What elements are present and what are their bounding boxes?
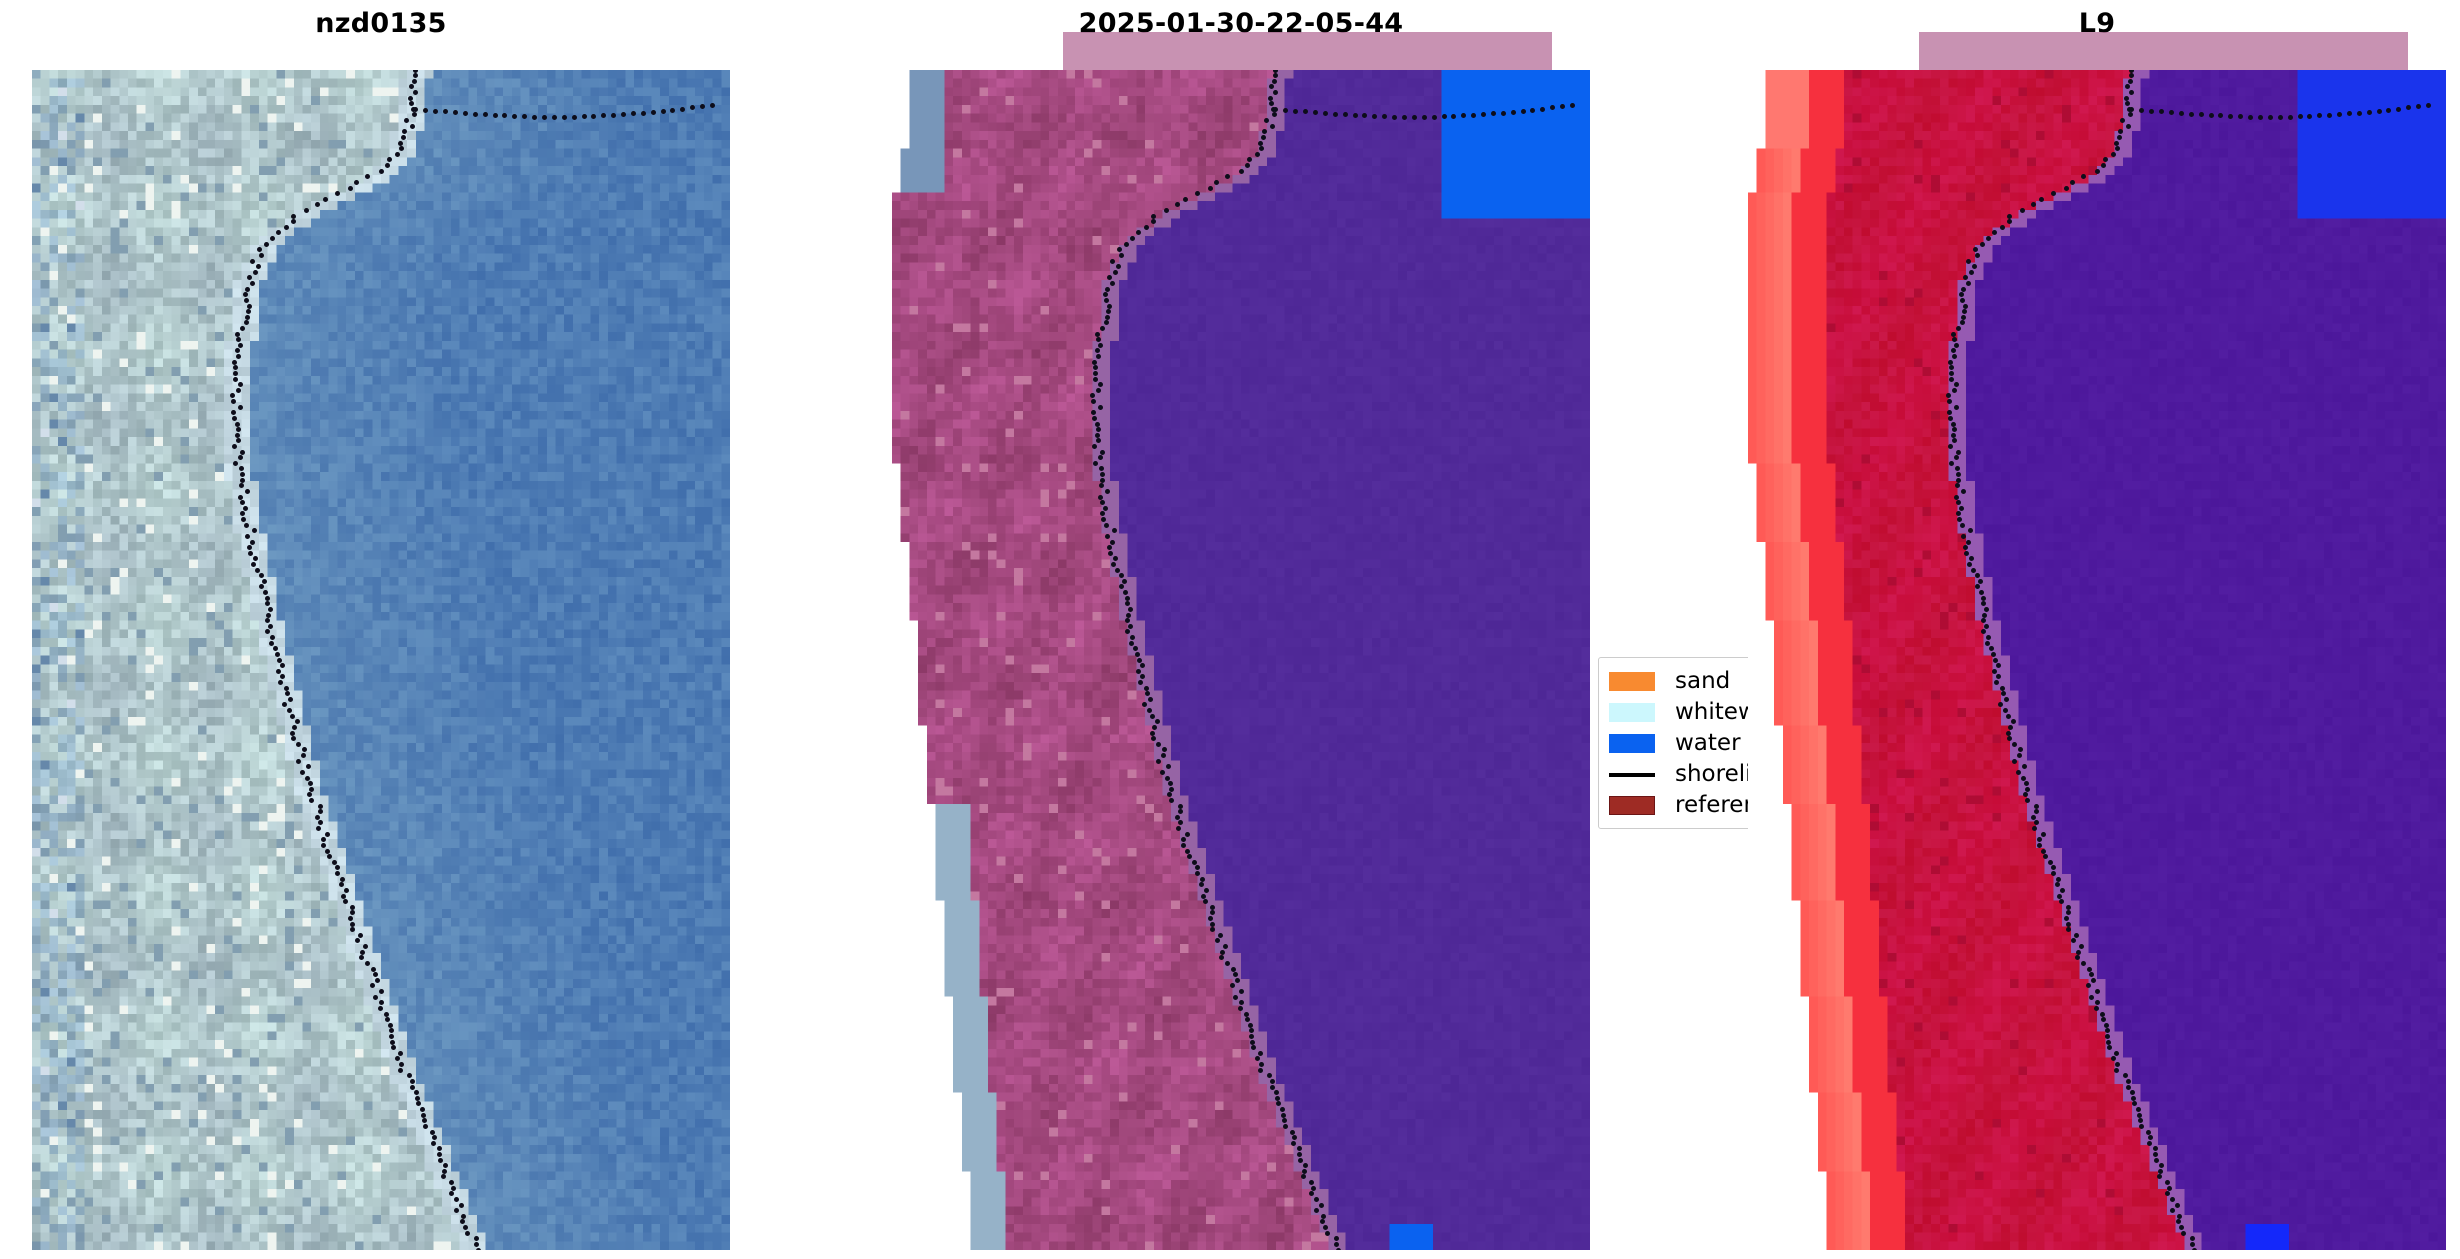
legend-swatch-sand [1609,666,1661,697]
legend-item[interactable]: sand [1609,666,1783,697]
legend-swatch-reference-shoreline [1609,790,1661,821]
legend-swatch-shoreline [1609,759,1661,790]
legend-label-water: water [1675,730,1741,756]
satellite-raster-rgb [32,70,730,1250]
panel-reference-rgb[interactable] [32,70,730,1250]
legend-item[interactable]: water [1609,728,1783,759]
legend-label-sand: sand [1675,668,1731,694]
panel-title-reference: nzd0135 [315,8,447,39]
image-footprint-overlay [1063,32,1552,70]
panel-classified-date[interactable] [892,70,1590,1250]
satellite-raster-classified [892,70,1590,1250]
satellite-raster-nir [1748,70,2446,1250]
legend-swatch-water [1609,728,1661,759]
legend-swatch-whitewater [1609,697,1661,728]
panel-sensor-l9[interactable] [1748,70,2446,1250]
image-footprint-overlay [1919,32,2408,70]
